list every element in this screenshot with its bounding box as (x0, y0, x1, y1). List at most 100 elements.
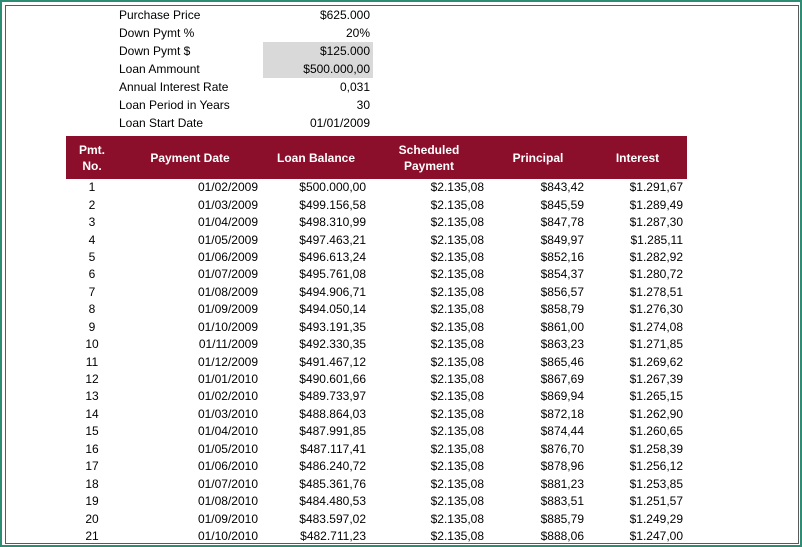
summary-value[interactable]: $625.000 (319, 8, 370, 22)
cell-scheduled-payment[interactable]: $2.135,08 (430, 302, 484, 317)
cell-payment-date[interactable]: 01/10/2009 (197, 319, 258, 334)
cell-loan-balance[interactable]: $498.310,99 (299, 215, 366, 230)
cell-interest[interactable]: $1.267,39 (629, 372, 683, 387)
cell-pmt-no[interactable]: 18 (85, 476, 99, 491)
cell-loan-balance[interactable]: $492.330,35 (299, 337, 366, 352)
summary-value[interactable]: 30 (356, 98, 370, 112)
cell-scheduled-payment[interactable]: $2.135,08 (430, 424, 484, 439)
cell-payment-date[interactable]: 01/07/2009 (197, 267, 258, 282)
cell-scheduled-payment[interactable]: $2.135,08 (430, 249, 484, 264)
cell-payment-date[interactable]: 01/02/2010 (197, 389, 258, 404)
cell-principal[interactable]: $854,37 (540, 267, 584, 282)
cell-principal[interactable]: $881,23 (540, 476, 584, 491)
cell-payment-date[interactable]: 01/07/2010 (197, 476, 258, 491)
cell-interest[interactable]: $1.291,67 (629, 180, 683, 195)
cell-interest[interactable]: $1.251,57 (629, 494, 683, 509)
cell-pmt-no[interactable]: 10 (85, 337, 99, 352)
cell-scheduled-payment[interactable]: $2.135,08 (430, 389, 484, 404)
cell-payment-date[interactable]: 01/03/2010 (197, 406, 258, 421)
cell-loan-balance[interactable]: $487.117,41 (300, 441, 366, 456)
cell-interest[interactable]: $1.274,08 (629, 319, 683, 334)
cell-interest[interactable]: $1.256,12 (629, 459, 683, 474)
cell-interest[interactable]: $1.247,00 (629, 528, 683, 543)
cell-scheduled-payment[interactable]: $2.135,08 (430, 441, 484, 456)
cell-interest[interactable]: $1.271,85 (629, 337, 683, 352)
cell-pmt-no[interactable]: 1 (88, 180, 96, 195)
cell-pmt-no[interactable]: 14 (85, 406, 99, 421)
cell-scheduled-payment[interactable]: $2.135,08 (430, 476, 484, 491)
summary-value[interactable]: 20% (345, 26, 370, 40)
cell-interest[interactable]: $1.249,29 (629, 511, 683, 526)
cell-principal[interactable]: $843,42 (540, 180, 584, 195)
cell-pmt-no[interactable]: 2 (88, 197, 96, 212)
cell-scheduled-payment[interactable]: $2.135,08 (430, 372, 484, 387)
cell-loan-balance[interactable]: $497.463,21 (299, 232, 366, 247)
cell-principal[interactable]: $888,06 (540, 528, 584, 543)
cell-payment-date[interactable]: 01/08/2009 (197, 284, 258, 299)
cell-payment-date[interactable]: 01/04/2009 (197, 215, 258, 230)
cell-pmt-no[interactable]: 6 (88, 267, 96, 282)
cell-pmt-no[interactable]: 19 (85, 494, 99, 509)
cell-interest[interactable]: $1.265,15 (629, 389, 683, 404)
cell-loan-balance[interactable]: $488.864,03 (299, 406, 366, 421)
cell-interest[interactable]: $1.282,92 (629, 249, 683, 264)
cell-interest[interactable]: $1.253,85 (629, 476, 683, 491)
cell-scheduled-payment[interactable]: $2.135,08 (430, 406, 484, 421)
cell-principal[interactable]: $849,97 (540, 232, 584, 247)
cell-principal[interactable]: $885,79 (540, 511, 584, 526)
cell-interest[interactable]: $1.276,30 (629, 302, 683, 317)
cell-pmt-no[interactable]: 11 (85, 354, 99, 369)
cell-pmt-no[interactable]: 9 (88, 319, 96, 334)
cell-loan-balance[interactable]: $500.000,00 (299, 180, 366, 195)
cell-loan-balance[interactable]: $483.597,02 (299, 511, 366, 526)
cell-payment-date[interactable]: 01/09/2010 (197, 511, 258, 526)
cell-principal[interactable]: $878,96 (540, 459, 584, 474)
cell-interest[interactable]: $1.287,30 (629, 215, 683, 230)
cell-principal[interactable]: $869,94 (540, 389, 584, 404)
cell-scheduled-payment[interactable]: $2.135,08 (430, 511, 484, 526)
cell-scheduled-payment[interactable]: $2.135,08 (430, 354, 484, 369)
cell-payment-date[interactable]: 01/11/2009 (198, 337, 258, 352)
cell-loan-balance[interactable]: $496.613,24 (299, 249, 366, 264)
cell-loan-balance[interactable]: $490.601,66 (299, 372, 366, 387)
cell-loan-balance[interactable]: $494.906,71 (299, 284, 366, 299)
cell-principal[interactable]: $856,57 (540, 284, 584, 299)
cell-payment-date[interactable]: 01/10/2010 (197, 528, 258, 543)
cell-principal[interactable]: $874,44 (540, 424, 584, 439)
cell-payment-date[interactable]: 01/05/2010 (197, 441, 258, 456)
cell-scheduled-payment[interactable]: $2.135,08 (430, 180, 484, 195)
cell-principal[interactable]: $876,70 (540, 441, 584, 456)
cell-payment-date[interactable]: 01/06/2010 (197, 459, 258, 474)
cell-scheduled-payment[interactable]: $2.135,08 (430, 528, 484, 543)
cell-payment-date[interactable]: 01/05/2009 (197, 232, 258, 247)
cell-principal[interactable]: $847,78 (540, 215, 584, 230)
summary-value[interactable]: $500.000,00 (263, 60, 373, 78)
cell-payment-date[interactable]: 01/03/2009 (197, 197, 258, 212)
cell-principal[interactable]: $852,16 (540, 249, 584, 264)
cell-payment-date[interactable]: 01/09/2009 (197, 302, 258, 317)
cell-loan-balance[interactable]: $485.361,76 (299, 476, 366, 491)
cell-principal[interactable]: $845,59 (540, 197, 584, 212)
cell-interest[interactable]: $1.289,49 (629, 197, 683, 212)
cell-pmt-no[interactable]: 15 (85, 424, 99, 439)
cell-payment-date[interactable]: 01/06/2009 (197, 249, 258, 264)
summary-value[interactable]: 01/01/2009 (309, 116, 370, 130)
cell-loan-balance[interactable]: $487.991,85 (299, 424, 366, 439)
cell-pmt-no[interactable]: 8 (88, 302, 96, 317)
cell-principal[interactable]: $872,18 (540, 406, 584, 421)
cell-pmt-no[interactable]: 12 (85, 372, 99, 387)
cell-payment-date[interactable]: 01/12/2009 (197, 354, 258, 369)
cell-scheduled-payment[interactable]: $2.135,08 (430, 215, 484, 230)
cell-principal[interactable]: $867,69 (540, 372, 584, 387)
cell-scheduled-payment[interactable]: $2.135,08 (430, 197, 484, 212)
cell-pmt-no[interactable]: 3 (88, 215, 96, 230)
cell-principal[interactable]: $861,00 (540, 319, 584, 334)
cell-loan-balance[interactable]: $499.156,58 (299, 197, 366, 212)
cell-pmt-no[interactable]: 20 (85, 511, 99, 526)
cell-loan-balance[interactable]: $484.480,53 (299, 494, 366, 509)
cell-interest[interactable]: $1.269,62 (629, 354, 683, 369)
cell-principal[interactable]: $863,23 (540, 337, 584, 352)
cell-interest[interactable]: $1.262,90 (629, 406, 683, 421)
cell-loan-balance[interactable]: $494.050,14 (299, 302, 366, 317)
cell-pmt-no[interactable]: 21 (85, 528, 99, 543)
